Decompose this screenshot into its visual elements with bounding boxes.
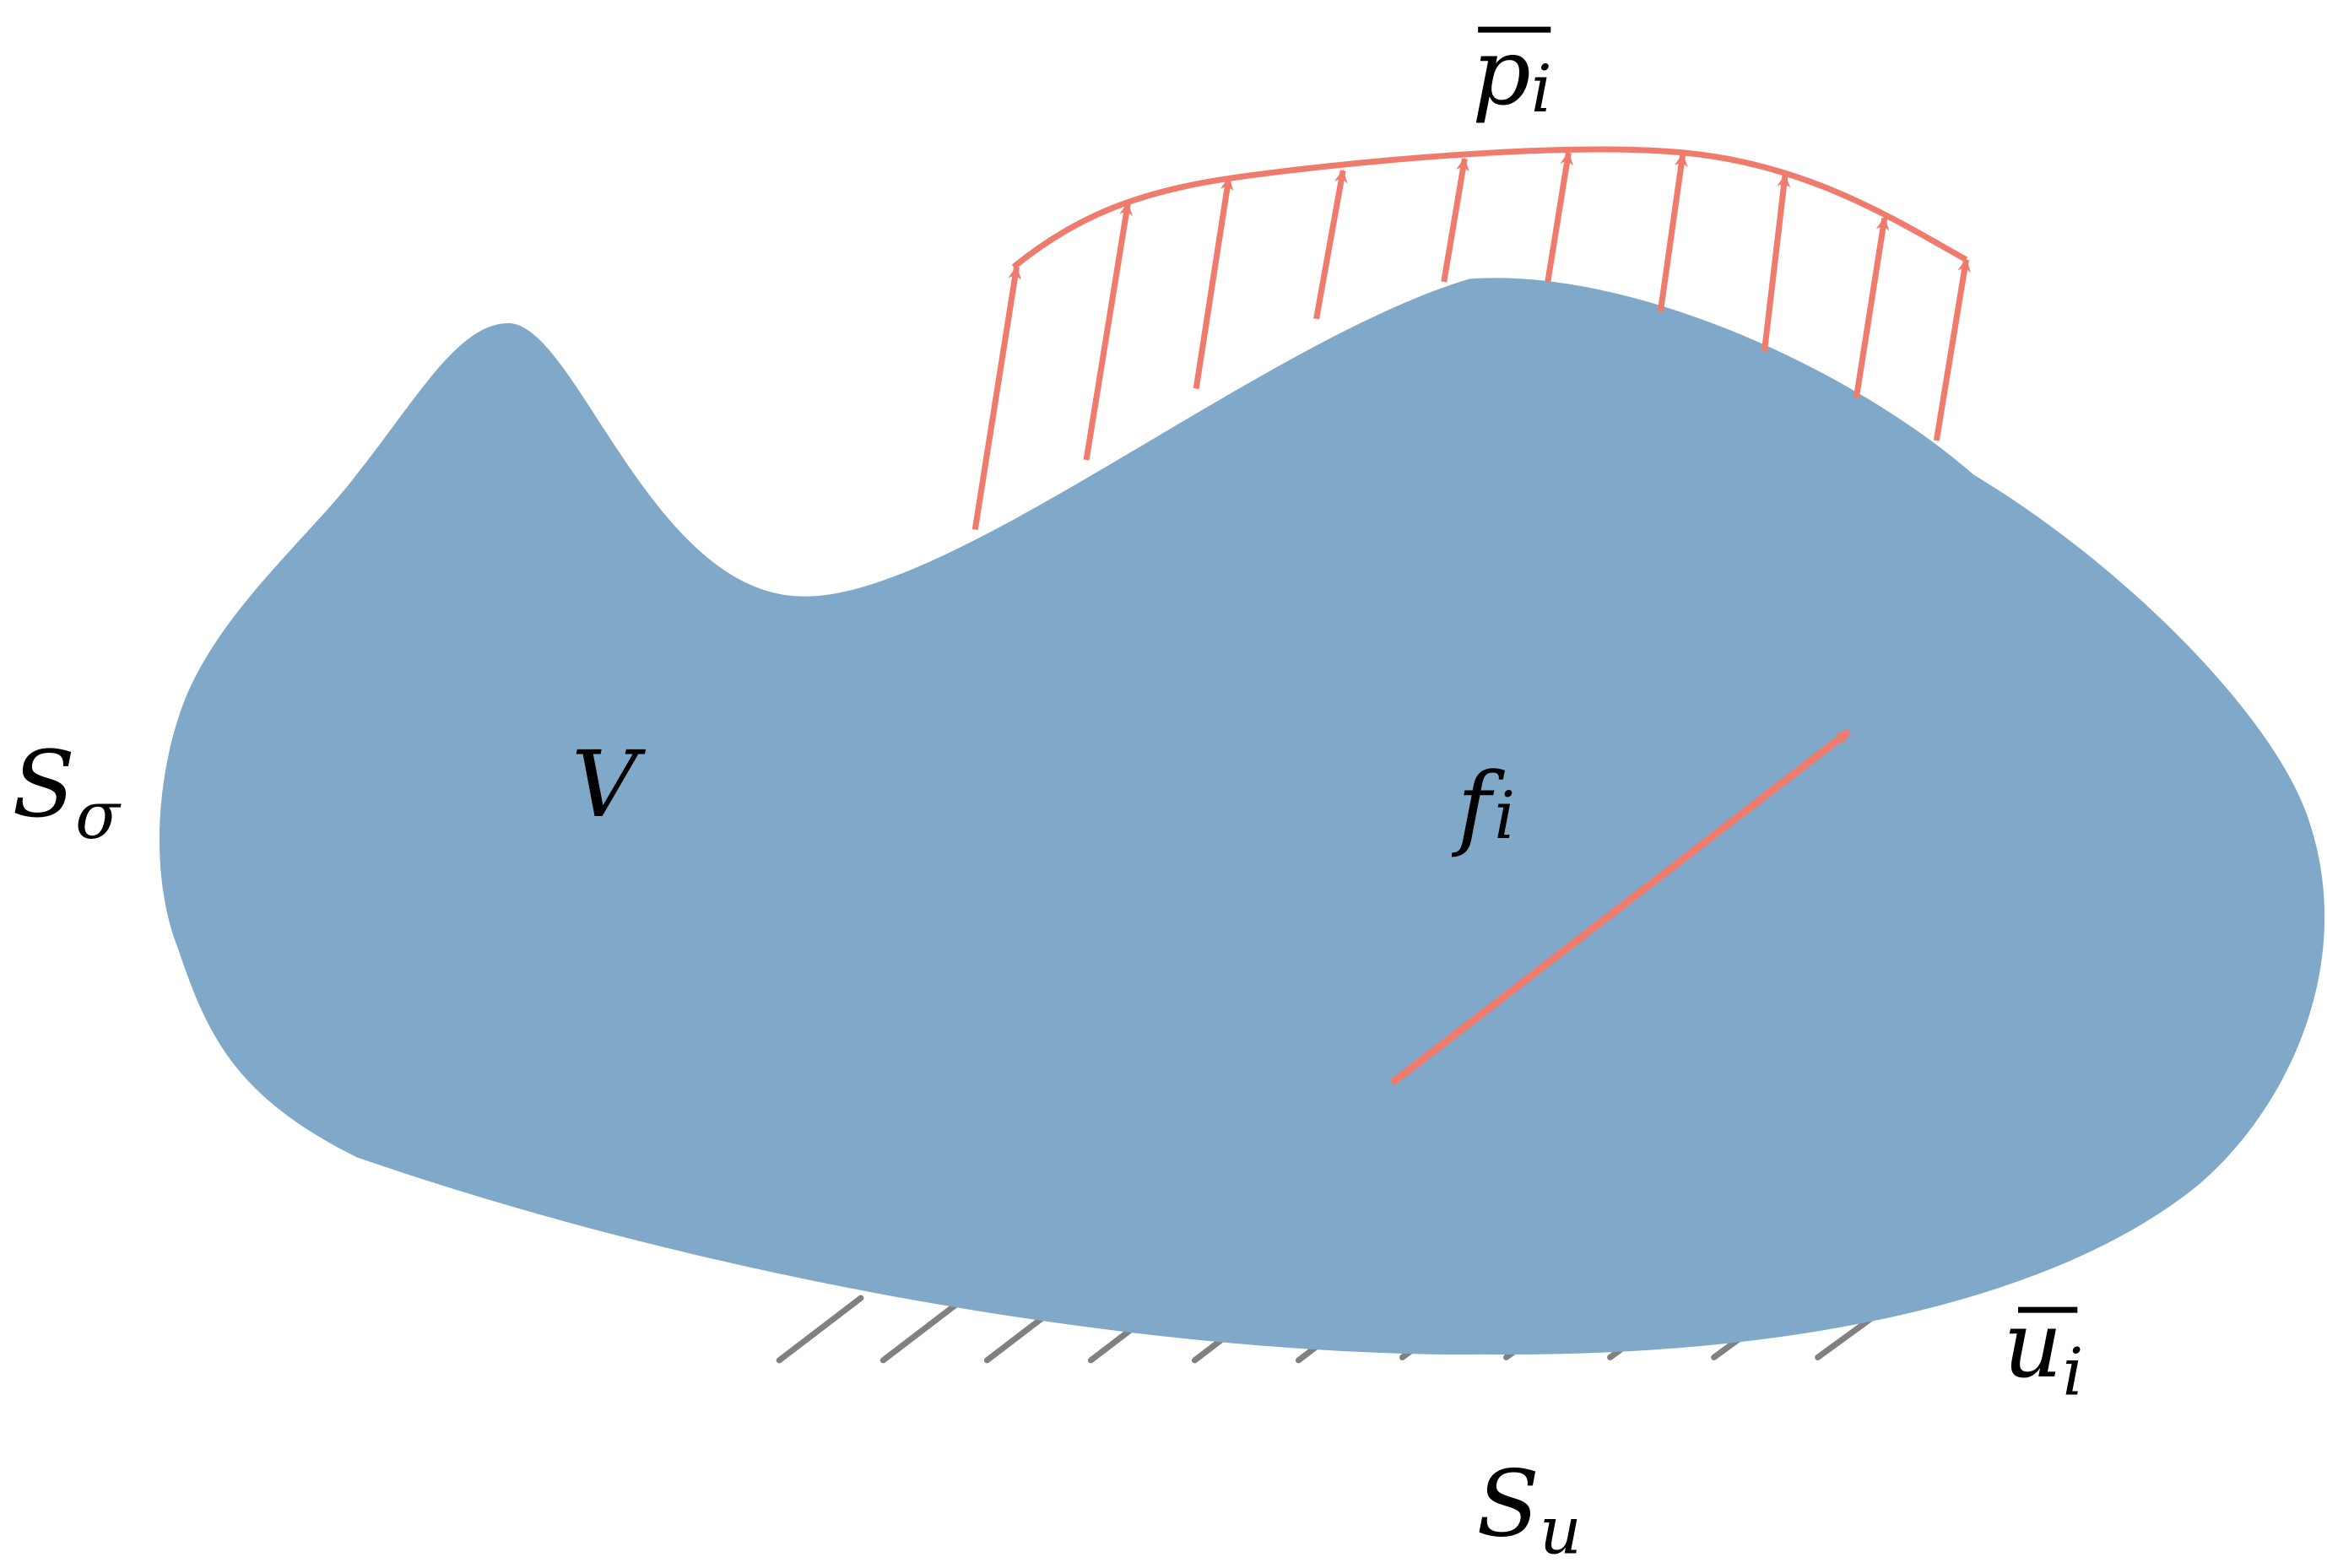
traction-arrow — [1853, 216, 1890, 398]
hatch-line — [776, 1295, 864, 1364]
body-force-arrow — [1389, 728, 1852, 1086]
traction-arrow — [971, 265, 1022, 531]
traction-arrow — [1933, 258, 1971, 441]
traction-arrow — [1545, 151, 1573, 283]
s-u-label: Su — [1476, 1450, 1581, 1568]
s-sigma-label: Sσ — [12, 731, 122, 854]
traction-arrow — [1193, 176, 1234, 390]
traction-arrow — [1313, 169, 1348, 320]
traction-arrow — [1441, 157, 1469, 283]
hatch-line — [879, 1295, 968, 1364]
volume-label: V — [571, 731, 646, 838]
traction-label: pi — [1472, 19, 1552, 127]
displacement-label: ui — [2003, 1291, 2083, 1410]
traction-arrows — [971, 151, 1971, 531]
body — [159, 278, 2325, 1355]
traction-arrow — [1083, 202, 1133, 461]
traction-arrow — [1761, 173, 1791, 353]
traction-arrow — [1657, 153, 1688, 312]
traction-envelope — [1011, 146, 1968, 270]
